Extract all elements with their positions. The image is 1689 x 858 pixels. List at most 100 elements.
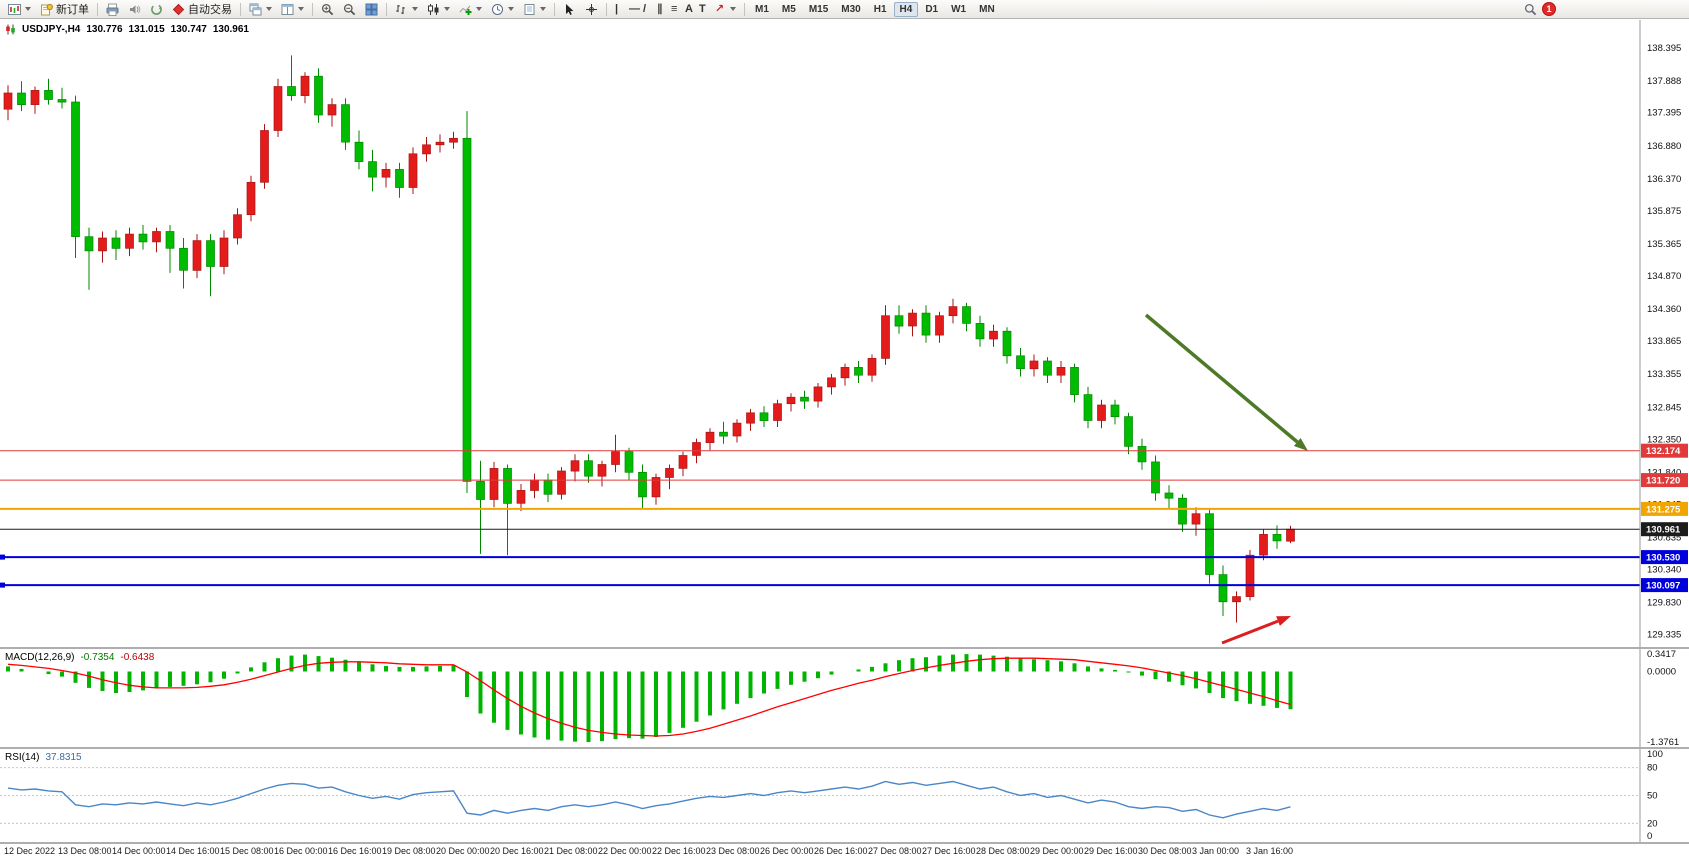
svg-text:16 Dec 16:00: 16 Dec 16:00 [328,846,382,856]
svg-text:22 Dec 16:00: 22 Dec 16:00 [652,846,706,856]
zoom-out-icon [343,3,356,15]
chart-window: 138.395 137.888 137.395 136.880 136.370 135.8… [0,20,1689,858]
pane-separator-macd[interactable] [0,644,1689,650]
svg-text:20 Dec 16:00: 20 Dec 16:00 [490,846,544,856]
svg-text:131.720: 131.720 [1646,476,1680,487]
symbol-search-button[interactable] [1520,1,1541,18]
crosshair-button[interactable] [581,1,602,18]
periods-button[interactable] [487,1,518,18]
price-scale[interactable] [1640,20,1689,842]
bar-chart-type-icon [396,4,405,14]
timeframe-m1[interactable]: M1 [755,3,769,15]
channel-tool-button[interactable]: ∥ [657,2,663,15]
toolbar-separator [606,2,607,16]
new-order-icon [41,3,53,15]
svg-text:135.875: 135.875 [1647,206,1681,217]
toolbar-separator [386,2,387,16]
templates-button[interactable] [519,1,550,18]
hlines-layer[interactable]: 132.174 131.720 131.275 130.530 130.097 130.9… [0,443,1688,593]
bar-chart-type-button[interactable] [391,1,422,18]
rsi-indicator-name: RSI(14) [5,752,40,763]
template-icon [524,3,535,15]
print-button[interactable] [102,1,123,18]
svg-text:0.3417: 0.3417 [1647,649,1676,660]
timeframe-mn[interactable]: MN [979,3,995,15]
horizontal-line-tool-button[interactable]: — [629,2,640,15]
zoom-out-button[interactable] [339,1,360,18]
timeframe-h4[interactable]: H4 [893,1,919,17]
crosshair-icon [586,3,597,15]
zoom-in-button[interactable] [317,1,338,18]
timeframe-m30[interactable]: M30 [841,3,861,15]
trendline-tool-button[interactable]: / [643,2,647,15]
svg-text:26 Dec 00:00: 26 Dec 00:00 [760,846,814,856]
macd-signal-value: -0.6438 [120,652,155,663]
time-scale[interactable] [0,842,1640,858]
chevron-down-icon [25,7,31,11]
arrows-tool-button[interactable]: ↗ [709,1,740,18]
vertical-line-tool-button[interactable]: | [615,2,619,15]
svg-text:132.174: 132.174 [1646,446,1681,457]
print-icon [106,3,119,16]
timeframe-w1[interactable]: W1 [951,3,967,15]
cursor-button[interactable] [559,1,580,18]
svg-text:-1.3761: -1.3761 [1647,737,1679,748]
chevron-down-icon [266,7,272,11]
svg-text:29 Dec 00:00: 29 Dec 00:00 [1030,846,1084,856]
refresh-button[interactable] [146,1,167,18]
candlestick-type-icon [428,3,439,15]
sound-alert-button[interactable] [124,1,145,18]
svg-text:22 Dec 00:00: 22 Dec 00:00 [598,846,652,856]
chevron-down-icon [730,7,736,11]
svg-text:29 Dec 16:00: 29 Dec 16:00 [1084,846,1138,856]
timeframe-d1[interactable]: D1 [925,3,939,15]
timeframe-m15[interactable]: M15 [808,3,829,15]
chart-symbol-icon [6,24,15,35]
label-tool-button[interactable]: T [699,2,706,15]
rsi-label: RSI(14) 37.8315 [5,752,82,763]
toolbar-separator [744,2,745,16]
chart-canvas[interactable]: 138.395 137.888 137.395 136.880 136.370 135.8… [0,20,1689,858]
ohlc-low: 130.747 [170,24,207,35]
annotations-layer[interactable] [1144,313,1308,645]
window-cascade-button[interactable] [245,1,276,18]
window-profiles-icon [281,3,294,15]
svg-text:133.865: 133.865 [1647,336,1681,347]
macd-label: MACD(12,26,9) -0.7354 -0.6438 [5,652,154,663]
macd-indicator-name: MACD(12,26,9) [5,652,75,663]
notification-badge[interactable]: 1 [1542,2,1556,16]
chevron-down-icon [508,7,514,11]
text-tool-button[interactable]: A [685,2,693,15]
new-order-button[interactable]: 新订单 [36,1,93,18]
svg-text:14 Dec 00:00: 14 Dec 00:00 [112,846,166,856]
autotrading-button[interactable]: 自动交易 [168,1,236,18]
svg-text:12 Dec 2022: 12 Dec 2022 [4,846,55,856]
window-cascade-icon [249,3,262,15]
svg-text:131.275: 131.275 [1646,504,1681,515]
svg-text:14 Dec 16:00: 14 Dec 16:00 [166,846,220,856]
svg-text:130.530: 130.530 [1646,553,1680,564]
timeframe-m5[interactable]: M5 [781,3,796,15]
svg-text:132.845: 132.845 [1647,402,1681,413]
new-chart-button[interactable] [4,1,35,18]
svg-text:26 Dec 16:00: 26 Dec 16:00 [814,846,868,856]
svg-text:132.350: 132.350 [1647,434,1681,445]
svg-text:16 Dec 00:00: 16 Dec 00:00 [274,846,328,856]
ohlc-open: 130.776 [86,24,123,35]
svg-text:80: 80 [1647,763,1658,774]
svg-text:27 Dec 08:00: 27 Dec 08:00 [868,846,922,856]
chevron-down-icon [412,7,418,11]
autotrading-label: 自动交易 [188,4,232,16]
tile-windows-icon [365,3,378,15]
time-axis-labels: 12 Dec 2022 13 Dec 08:00 14 Dec 00:00 14 De… [4,846,1293,856]
chevron-down-icon [476,7,482,11]
timeframe-h1[interactable]: H1 [873,3,887,15]
toolbar-separator [97,2,98,16]
candlestick-type-button[interactable] [423,1,454,18]
fibonacci-tool-button[interactable]: ≡ [671,2,678,15]
tile-windows-button[interactable] [361,1,382,18]
window-profiles-button[interactable] [277,1,308,18]
svg-text:129.335: 129.335 [1647,629,1681,640]
indicators-button[interactable] [455,1,486,18]
pane-separator-rsi[interactable] [0,744,1689,750]
